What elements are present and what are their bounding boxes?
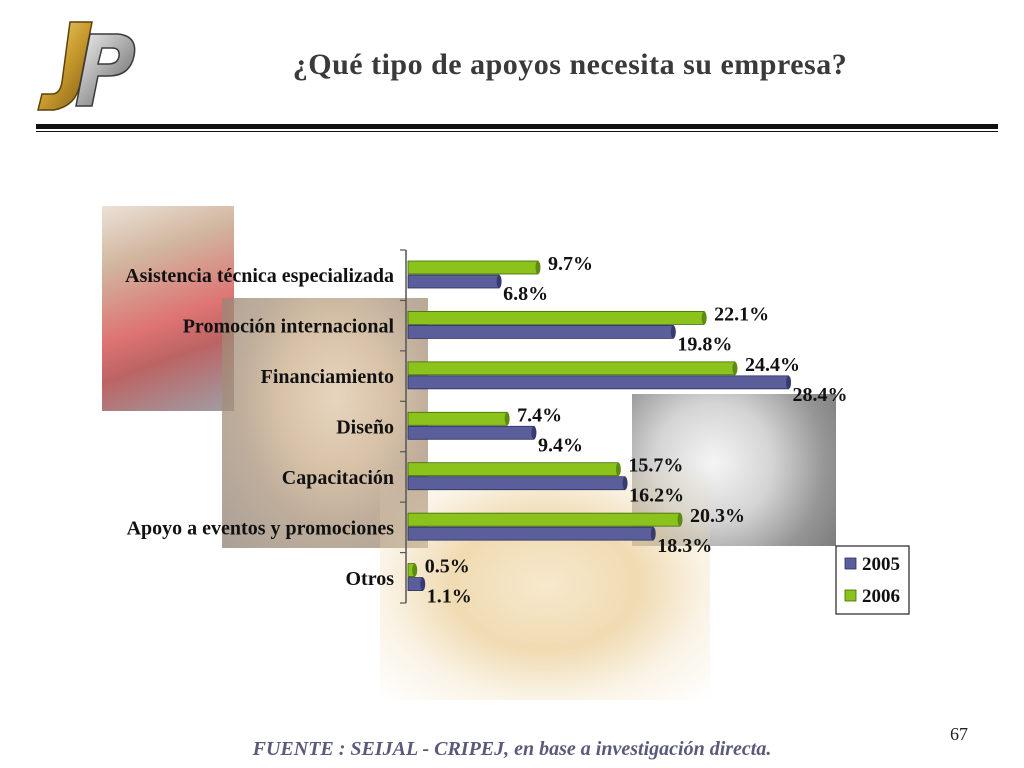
bar-2006-cap — [615, 462, 621, 476]
bar-2005 — [407, 526, 654, 541]
category-label: Otros — [345, 568, 394, 590]
bar-2005-cap — [531, 426, 537, 440]
data-label-2005: 9.4% — [538, 434, 583, 456]
data-label-2006: 22.1% — [714, 303, 769, 325]
data-label-2005: 16.2% — [629, 485, 684, 507]
bar-2006-cap — [732, 361, 738, 375]
legend-label-2005: 2005 — [862, 554, 900, 575]
category-label: Asistencia técnica especializada — [125, 265, 394, 287]
bar-2005 — [407, 425, 535, 440]
bar-2005-cap — [622, 476, 628, 490]
category-label: Capacitación — [282, 467, 394, 489]
title-divider-thin — [36, 131, 998, 132]
bar-2005-cap — [786, 375, 792, 389]
data-label-2006: 24.4% — [745, 354, 800, 376]
data-label-2006: 7.4% — [517, 404, 562, 426]
bar-2006-cap — [677, 513, 683, 527]
bar-2006 — [407, 411, 508, 426]
data-label-2006: 15.7% — [628, 455, 683, 477]
category-label: Financiamiento — [261, 366, 394, 388]
legend-swatch-2005 — [844, 557, 857, 570]
page-number: 67 — [950, 724, 968, 744]
bar-2005-cap — [650, 527, 656, 541]
category-label: Diseño — [336, 417, 394, 439]
bar-2006 — [407, 361, 736, 376]
slide-title: ¿Qué tipo de apoyos necesita su empresa? — [292, 48, 848, 81]
source-note: FUENTE : SEIJAL - CRIPEJ, en base a inve… — [252, 738, 772, 760]
bar-2005-cap — [420, 577, 426, 591]
category-label: Promoción internacional — [183, 316, 395, 338]
legend-swatch-2006 — [844, 589, 857, 602]
data-label-2005: 18.3% — [657, 535, 712, 557]
bar-2006 — [407, 311, 705, 325]
bar-2005-cap — [496, 275, 502, 288]
title-divider — [36, 124, 998, 129]
data-label-2006: 9.7% — [548, 253, 593, 275]
data-label-2006: 20.3% — [690, 505, 745, 527]
bar-2006-cap — [412, 563, 418, 577]
bar-2005 — [407, 325, 674, 339]
bar-2006 — [407, 512, 681, 527]
bar-2005-cap — [670, 325, 676, 339]
data-label-2005: 19.8% — [677, 333, 732, 355]
background-photo-jewelry — [380, 470, 710, 700]
bar-2005 — [407, 274, 500, 289]
bar-2006-cap — [701, 311, 707, 325]
bar-2006 — [407, 260, 539, 275]
data-label-2006: 0.5% — [425, 556, 470, 578]
bar-2005 — [407, 476, 626, 491]
data-label-2005: 1.1% — [427, 586, 472, 608]
bar-2006 — [407, 462, 619, 477]
jp-logo — [37, 21, 136, 111]
bar-2005 — [407, 375, 789, 390]
bar-2006-cap — [535, 261, 541, 274]
legend-box — [835, 545, 910, 615]
bar-2006-cap — [504, 412, 510, 426]
data-label-2005: 28.4% — [793, 384, 848, 406]
background-photo-woman-red — [102, 206, 234, 411]
data-label-2005: 6.8% — [503, 283, 548, 305]
category-label: Apoyo a eventos y promociones — [127, 517, 395, 539]
legend-label-2006: 2006 — [862, 586, 900, 607]
